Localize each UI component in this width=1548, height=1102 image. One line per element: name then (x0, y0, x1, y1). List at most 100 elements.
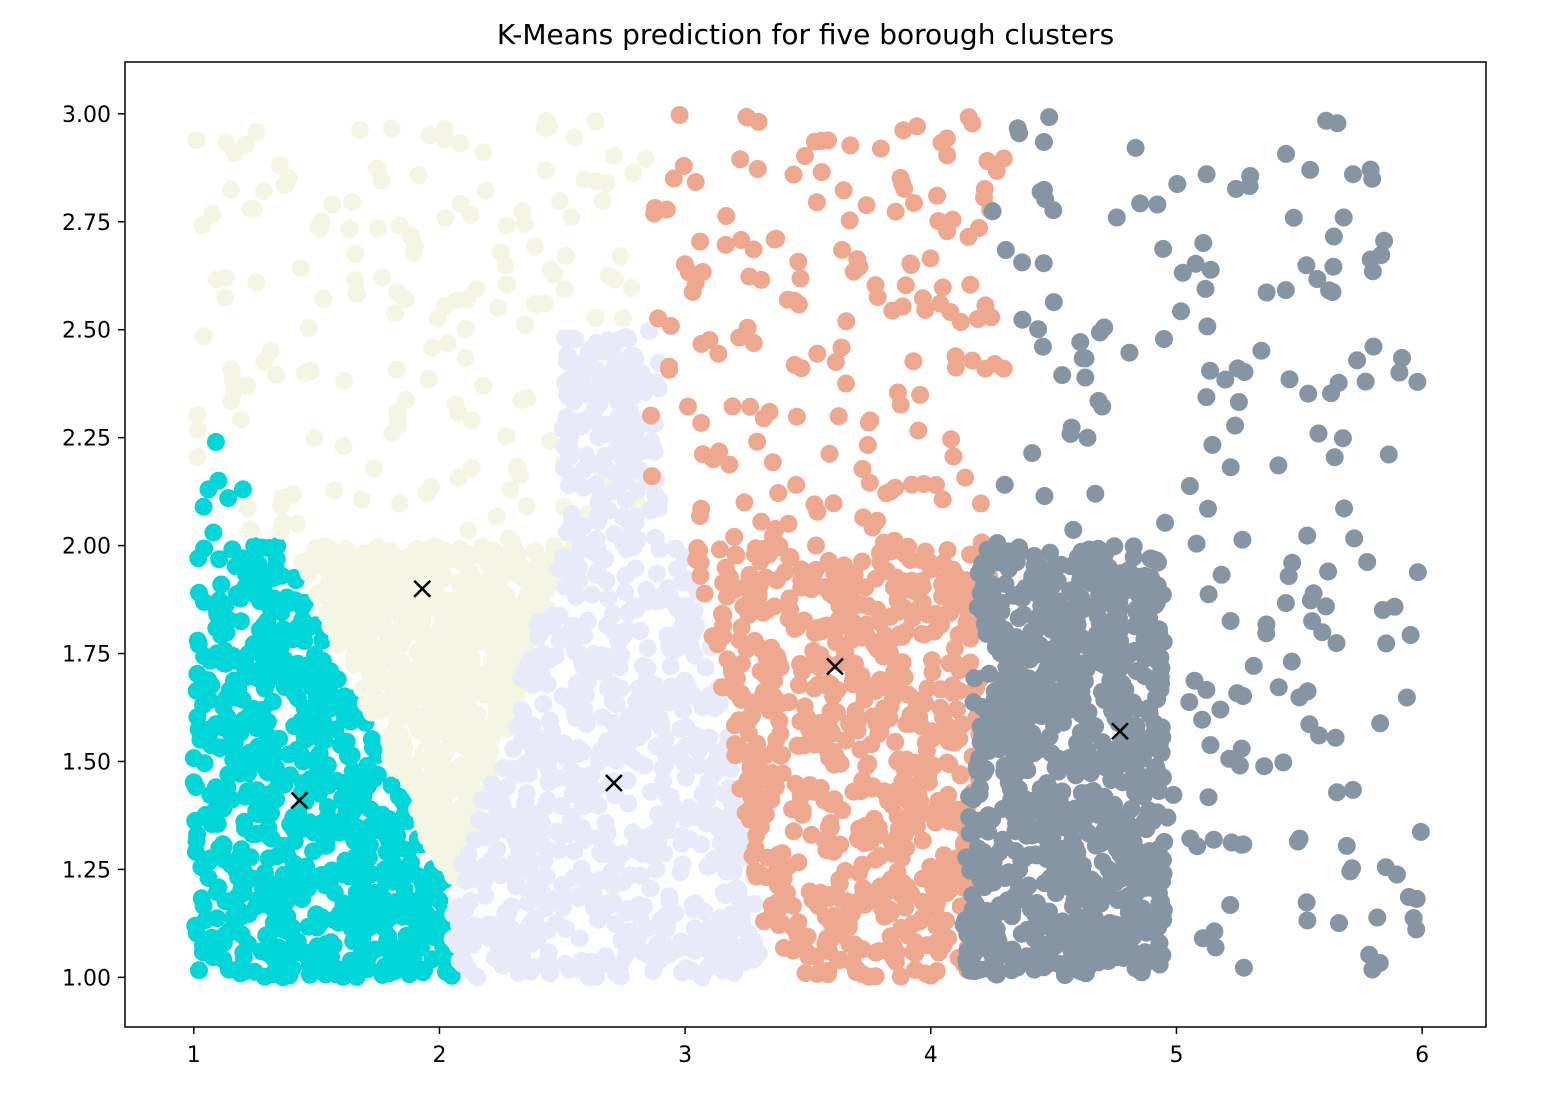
cluster-5-point (1277, 144, 1295, 163)
cluster-5-point (1102, 771, 1121, 790)
cluster-3-point (593, 374, 612, 393)
cluster-4-point (735, 493, 754, 512)
cluster-5-point (1100, 914, 1119, 932)
cluster-5-point (1061, 424, 1080, 443)
cluster-1-point (201, 786, 220, 804)
cluster-5-point (1125, 617, 1144, 636)
cluster-1-point (210, 550, 229, 569)
cluster-2-point (518, 388, 537, 407)
cluster-4-point (904, 942, 923, 961)
cluster-2-point (395, 659, 414, 678)
x-tick-label: 5 (1169, 1043, 1183, 1068)
cluster-4-point (812, 163, 831, 182)
cluster-1-point (385, 962, 404, 981)
cluster-2-point (451, 134, 470, 153)
cluster-4-point (913, 908, 932, 927)
cluster-1-point (362, 901, 381, 920)
cluster-2-point (423, 338, 442, 357)
cluster-2-point (425, 537, 444, 556)
cluster-2-point (528, 295, 547, 314)
cluster-3-point (698, 857, 717, 876)
cluster-3-point (682, 961, 701, 980)
cluster-1-point (345, 831, 364, 850)
cluster-5-point (1348, 351, 1367, 370)
cluster-5-point (1345, 529, 1364, 548)
cluster-4-point (891, 967, 910, 986)
cluster-4-point (943, 210, 962, 229)
cluster-5-point (1126, 600, 1145, 619)
cluster-2-point (390, 628, 409, 646)
cluster-4-point (792, 359, 811, 378)
cluster-4-point (833, 240, 852, 259)
cluster-5-point (1375, 231, 1394, 250)
cluster-5-point (1119, 745, 1138, 764)
cluster-3-point (587, 333, 606, 352)
cluster-2-point (496, 256, 515, 275)
cluster-5-point (1010, 878, 1029, 897)
cluster-4-point (959, 108, 978, 127)
cluster-2-point (390, 494, 409, 513)
cluster-4-point (752, 512, 771, 531)
cluster-4-point (944, 447, 963, 466)
cluster-5-point (1047, 954, 1066, 973)
cluster-1-point (392, 839, 411, 858)
cluster-2-point (369, 219, 388, 238)
cluster-4-point (789, 252, 808, 271)
cluster-3-point (634, 442, 653, 461)
cluster-5-point (960, 808, 979, 827)
cluster-5-point (979, 553, 997, 572)
cluster-2-point (586, 112, 605, 131)
cluster-1-point (314, 836, 333, 855)
cluster-4-point (764, 687, 783, 706)
cluster-4-point (896, 545, 915, 564)
cluster-3-point (721, 914, 740, 933)
cluster-3-point (577, 715, 596, 734)
cluster-5-point (1113, 674, 1132, 693)
cluster-3-point (570, 929, 589, 948)
cluster-2-point (396, 390, 415, 409)
plot-frame (124, 61, 1487, 1028)
cluster-5-point (1026, 845, 1045, 864)
cluster-5-point (989, 932, 1008, 951)
cluster-5-point (1065, 853, 1084, 872)
cluster-4-point (896, 762, 915, 781)
cluster-2-point (267, 365, 286, 384)
cluster-4-point (898, 781, 917, 800)
cluster-2-point (466, 764, 485, 783)
cluster-5-point (964, 945, 983, 963)
cluster-2-point (419, 370, 438, 388)
cluster-2-point (222, 180, 241, 199)
cluster-5-point (1135, 742, 1153, 761)
cluster-5-point (1155, 832, 1174, 851)
cluster-1-point (243, 825, 262, 844)
cluster-5-point (1070, 753, 1089, 772)
cluster-4-point (754, 540, 773, 558)
cluster-3-point (625, 597, 644, 616)
cluster-4-point (951, 313, 970, 331)
cluster-5-point (1014, 605, 1033, 624)
cluster-3-point (650, 540, 669, 559)
cluster-1-point (219, 960, 238, 979)
cluster-5-point (1154, 910, 1173, 929)
cluster-1-point (296, 789, 315, 808)
cluster-2-point (513, 202, 532, 221)
cluster-4-point (802, 580, 821, 599)
cluster-1-point (199, 868, 218, 887)
cluster-1-point (315, 666, 334, 684)
y-axis: 1.00 1.25 1.50 1.75 2.00 2.25 2.50 2.75 3.00 (62, 103, 125, 991)
cluster-4-point (840, 211, 859, 230)
cluster-3-point (484, 793, 503, 812)
cluster-5-point (1232, 835, 1251, 854)
cluster-3-point (509, 953, 528, 972)
cluster-3-point (681, 637, 700, 656)
cluster-5-point (1139, 586, 1158, 605)
cluster-4-point (811, 622, 830, 641)
cluster-2-point (386, 304, 405, 323)
cluster-5-point (1067, 612, 1086, 630)
cluster-4-point (908, 117, 926, 136)
cluster-4-point (893, 297, 912, 316)
cluster-3-point (481, 854, 500, 873)
cluster-5-point (1029, 320, 1048, 339)
cluster-5-point (985, 682, 1004, 701)
cluster-4-point (770, 711, 789, 730)
